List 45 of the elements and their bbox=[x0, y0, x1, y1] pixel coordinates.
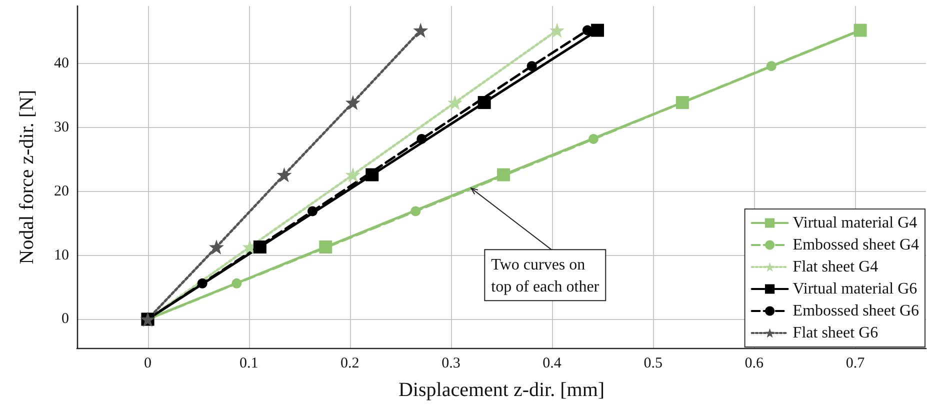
point bbox=[766, 61, 776, 72]
point bbox=[319, 240, 332, 254]
point bbox=[232, 278, 242, 288]
point bbox=[591, 24, 604, 37]
x-tick-label: 0.1 bbox=[239, 356, 258, 372]
point bbox=[582, 25, 592, 36]
y-tick-label: 30 bbox=[54, 119, 69, 136]
y-tick-label: 20 bbox=[54, 183, 69, 200]
point bbox=[550, 22, 565, 38]
point bbox=[253, 240, 266, 254]
point bbox=[208, 240, 224, 254]
point bbox=[588, 134, 598, 144]
x-tick-label: 0.5 bbox=[644, 356, 662, 372]
point bbox=[345, 167, 360, 182]
x-tick-label: 0.2 bbox=[340, 356, 360, 372]
point bbox=[366, 168, 379, 182]
legend-label: Flat sheet G6 bbox=[792, 324, 878, 342]
point bbox=[345, 95, 360, 110]
point bbox=[197, 278, 208, 288]
x-tick-label: 0 bbox=[144, 356, 152, 372]
legend-label: Embossed sheet G6 bbox=[792, 302, 919, 320]
y-tick-label: 10 bbox=[54, 247, 69, 264]
point bbox=[478, 96, 491, 110]
x-tick-label: 0.6 bbox=[744, 356, 764, 372]
y-tick-label: 40 bbox=[54, 56, 69, 72]
point bbox=[448, 95, 463, 110]
point bbox=[676, 96, 689, 110]
x-axis-title: Displacement z-dir. [mm] bbox=[398, 379, 605, 401]
legend-label: Embossed sheet G4 bbox=[792, 236, 919, 254]
y-axis-title: Nodal force z-dir. [N] bbox=[16, 90, 38, 264]
y-tick-label: 0 bbox=[62, 311, 69, 328]
point bbox=[497, 168, 510, 182]
point bbox=[308, 206, 318, 216]
point bbox=[526, 61, 537, 72]
point bbox=[413, 22, 428, 38]
legend-label: Virtual material G6 bbox=[792, 280, 918, 298]
point bbox=[410, 206, 421, 216]
legend-label: Virtual material G4 bbox=[792, 214, 918, 232]
x-tick-label: 0.4 bbox=[542, 356, 562, 372]
legend-label: Flat sheet G4 bbox=[792, 258, 878, 276]
x-tick-label: 0.7 bbox=[846, 356, 866, 372]
point bbox=[276, 167, 292, 182]
annotation: Two curves on top of each other bbox=[491, 256, 600, 296]
x-tick-label: 0.3 bbox=[442, 356, 460, 372]
point bbox=[416, 134, 427, 144]
